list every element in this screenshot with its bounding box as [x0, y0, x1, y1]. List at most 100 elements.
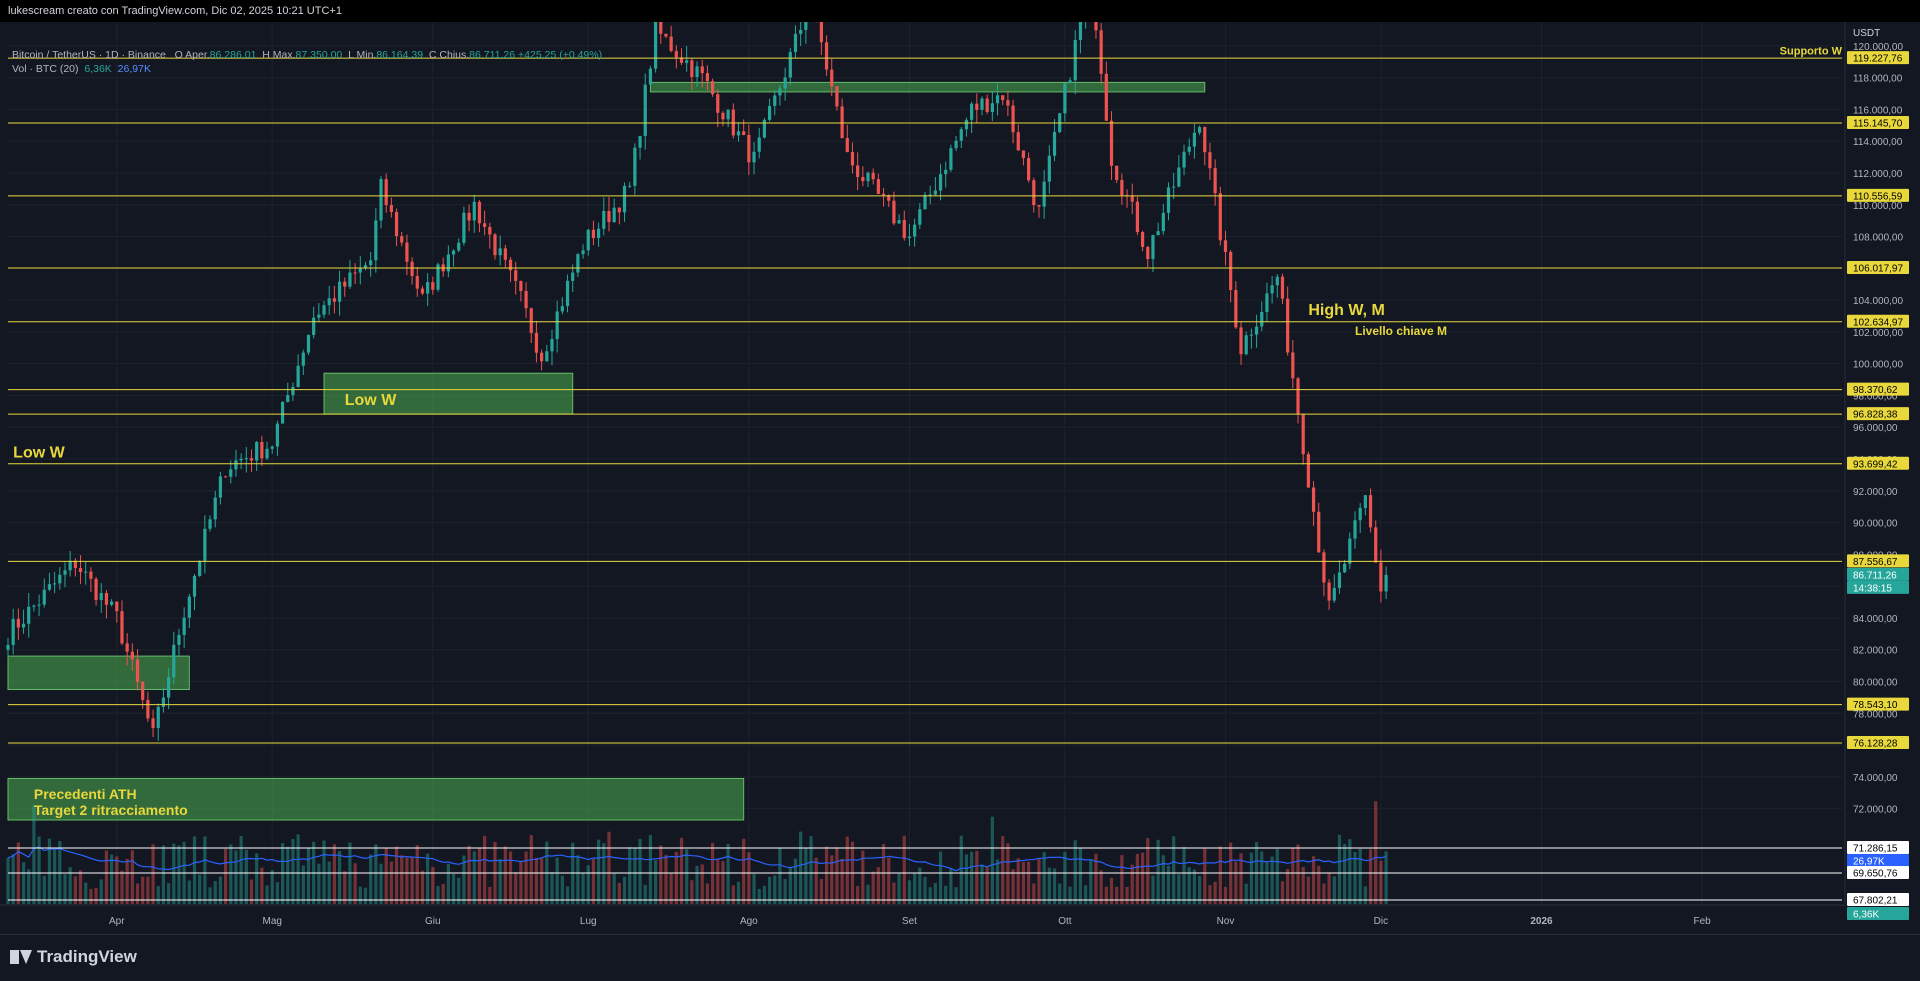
candle-body	[985, 98, 989, 113]
volume-bar	[923, 876, 927, 904]
price-tick-label: 112.000,00	[1853, 169, 1903, 180]
candle-body	[1296, 378, 1300, 414]
volume-bar	[415, 845, 419, 904]
volume-bar	[762, 885, 767, 904]
candle-body	[622, 185, 627, 213]
candle-body	[1172, 186, 1176, 188]
candle-body	[742, 131, 746, 135]
chart-annotation: High W, M	[1308, 302, 1384, 319]
price-tick-label: 80.000,00	[1853, 678, 1898, 689]
volume-bar	[1343, 843, 1347, 904]
volume-bar	[1317, 865, 1321, 904]
candle-body	[1249, 334, 1253, 336]
candle-body	[892, 200, 896, 224]
candle-body	[379, 179, 383, 221]
volume-bar	[757, 888, 761, 904]
candle-body	[467, 212, 471, 221]
tradingview-logo[interactable]: TradingView	[10, 947, 137, 967]
volume-bar	[1130, 864, 1134, 904]
volume-bar	[322, 840, 326, 904]
candle-body	[850, 152, 855, 166]
volume-bar	[633, 847, 637, 904]
volume-bar	[783, 879, 787, 904]
candle-body	[53, 583, 57, 585]
level-badge: 96.828,38	[1853, 410, 1898, 421]
volume-bar	[426, 853, 430, 904]
candle-body	[612, 207, 616, 223]
brand-name: TradingView	[37, 947, 137, 966]
candle-body	[182, 617, 186, 635]
chart-annotation: Livello chiave M	[1355, 324, 1447, 338]
volume-bar	[793, 858, 798, 904]
volume-bar	[845, 836, 849, 904]
volume-bar	[1337, 834, 1342, 904]
volume-bar	[78, 870, 83, 904]
candle-body	[534, 332, 539, 353]
candle-body	[907, 236, 912, 239]
volume-bar	[1109, 877, 1114, 904]
volume-bar	[1249, 852, 1253, 904]
candle-body	[1192, 132, 1197, 147]
candle-body	[260, 441, 264, 459]
volume-bar	[767, 876, 772, 904]
candle-body	[327, 298, 331, 306]
volume-bar	[1073, 840, 1077, 904]
open-text: Aper.	[185, 49, 210, 61]
price-chart[interactable]: Supporto W High W, M Livello chiave M Low W…	[0, 22, 1920, 934]
candle-body	[757, 137, 761, 152]
volume-bar	[405, 857, 409, 904]
candle-body	[332, 298, 336, 302]
volume-bar	[928, 887, 932, 904]
candle-body	[213, 497, 217, 520]
candle-body	[477, 201, 482, 224]
volume-bar	[327, 861, 331, 904]
candle-body	[244, 458, 248, 460]
volume-bar	[887, 857, 891, 904]
candle-body	[223, 476, 228, 478]
volume-bar	[73, 876, 77, 904]
volume-bar	[436, 886, 440, 904]
candle-body	[514, 270, 518, 281]
volume-bar	[560, 875, 564, 904]
volume-bar	[1270, 856, 1274, 904]
volume-bar	[716, 859, 720, 904]
volume-bar	[964, 854, 969, 904]
candle-body	[337, 281, 342, 302]
volume-bar	[472, 851, 476, 904]
candle-body	[410, 261, 414, 277]
volume-bar	[612, 873, 616, 904]
candle-body	[110, 601, 114, 605]
volume-bar	[1166, 866, 1171, 904]
candle-body	[166, 677, 171, 698]
volume-bar	[32, 805, 36, 904]
candle-body	[1358, 507, 1362, 521]
volume-bar	[431, 867, 435, 904]
candle-body	[524, 291, 528, 309]
candle-body	[1052, 132, 1057, 156]
candle-body	[322, 305, 326, 315]
price-tick-label: 110.000,00	[1853, 201, 1903, 212]
candle-body	[503, 248, 507, 260]
price-tick-label: 98.000,00	[1853, 391, 1898, 402]
candle-body	[317, 314, 321, 318]
volume-bar	[260, 867, 264, 904]
chart-area[interactable]: Supporto W High W, M Livello chiave M Low W…	[0, 22, 1920, 934]
volume-bar	[586, 865, 590, 904]
change-value: +425,25 (+0,49%)	[518, 49, 603, 61]
candle-body	[296, 365, 300, 388]
candle-body	[721, 112, 725, 120]
candle-body	[1094, 22, 1098, 31]
volume-bar	[819, 878, 823, 904]
candle-body	[483, 223, 487, 227]
volume-bar	[446, 863, 450, 904]
time-tick-label: Lug	[580, 916, 597, 927]
volume-bar	[1332, 876, 1336, 904]
volume-bar	[638, 838, 642, 904]
volume-bar	[89, 888, 93, 904]
candle-body	[700, 66, 704, 74]
volume-bar	[524, 851, 528, 904]
candle-body	[949, 148, 953, 170]
volume-bar	[229, 844, 233, 904]
candle-body	[172, 644, 176, 678]
volume-bar	[172, 843, 176, 904]
